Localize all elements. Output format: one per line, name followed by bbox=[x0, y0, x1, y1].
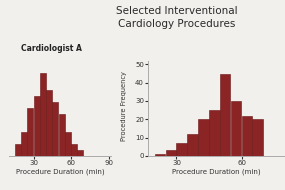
Bar bbox=[71, 144, 77, 156]
Bar bbox=[59, 114, 65, 156]
X-axis label: Procedure Duration (min): Procedure Duration (min) bbox=[16, 169, 104, 175]
Bar bbox=[15, 144, 21, 156]
Bar bbox=[209, 110, 219, 156]
Bar bbox=[231, 101, 241, 156]
Bar bbox=[220, 74, 230, 156]
Bar bbox=[176, 143, 187, 156]
Text: Cardiologist A: Cardiologist A bbox=[21, 44, 82, 53]
Bar bbox=[253, 119, 263, 156]
Bar bbox=[77, 150, 84, 156]
Bar bbox=[198, 119, 209, 156]
Bar bbox=[187, 134, 198, 156]
Bar bbox=[166, 150, 176, 156]
Bar bbox=[40, 73, 46, 156]
X-axis label: Procedure Duration (min): Procedure Duration (min) bbox=[172, 169, 261, 175]
Text: Procedure Frequency: Procedure Frequency bbox=[121, 71, 127, 141]
Bar bbox=[46, 90, 52, 156]
Bar bbox=[27, 108, 33, 156]
Text: Selected Interventional
Cardiology Procedures: Selected Interventional Cardiology Proce… bbox=[116, 6, 237, 28]
Bar bbox=[34, 97, 40, 156]
Bar bbox=[52, 102, 58, 156]
Bar bbox=[21, 132, 27, 156]
Bar bbox=[65, 132, 71, 156]
Bar bbox=[242, 116, 252, 156]
Bar bbox=[155, 154, 165, 156]
